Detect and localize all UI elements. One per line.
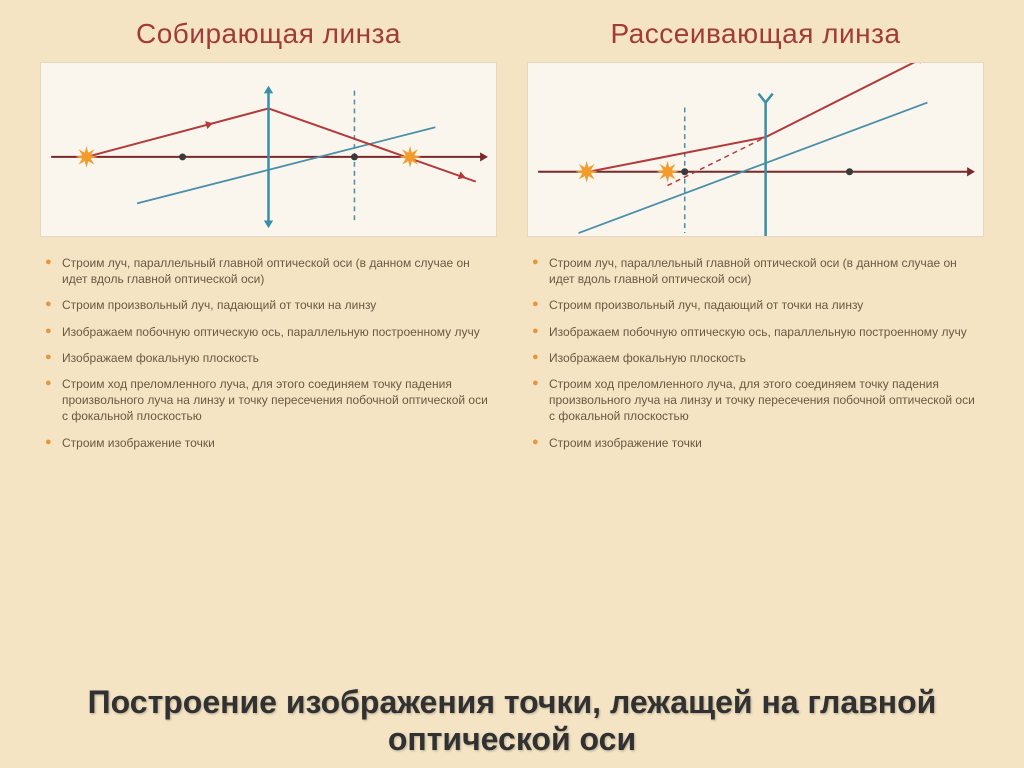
- bullet-item: Строим ход преломленного луча, для этого…: [527, 376, 984, 425]
- bullet-item: Строим ход преломленного луча, для этого…: [40, 376, 497, 425]
- bullet-item: Строим луч, параллельный главной оптичес…: [527, 255, 984, 287]
- right-bullets: Строим луч, параллельный главной оптичес…: [527, 255, 984, 451]
- left-heading: Собирающая линза: [40, 18, 497, 50]
- main-title: Построение изображения точки, лежащей на…: [40, 684, 984, 758]
- bullet-item: Изображаем побочную оптическую ось, пара…: [527, 324, 984, 340]
- bullet-item: Строим изображение точки: [40, 435, 497, 451]
- right-diagram: [527, 62, 984, 237]
- bullet-item: Строим изображение точки: [527, 435, 984, 451]
- right-column: Рассеивающая линза Строим луч, параллель…: [527, 18, 984, 678]
- bullet-item: Изображаем фокальную плоскость: [527, 350, 984, 366]
- left-column: Собирающая линза Строим луч, параллельны…: [40, 18, 497, 678]
- bullet-item: Изображаем побочную оптическую ось, пара…: [40, 324, 497, 340]
- bullet-item: Строим луч, параллельный главной оптичес…: [40, 255, 497, 287]
- left-bullets: Строим луч, параллельный главной оптичес…: [40, 255, 497, 451]
- bullet-item: Строим произвольный луч, падающий от точ…: [527, 297, 984, 313]
- right-heading: Рассеивающая линза: [527, 18, 984, 50]
- bullet-item: Строим произвольный луч, падающий от точ…: [40, 297, 497, 313]
- bullet-item: Изображаем фокальную плоскость: [40, 350, 497, 366]
- left-diagram: [40, 62, 497, 237]
